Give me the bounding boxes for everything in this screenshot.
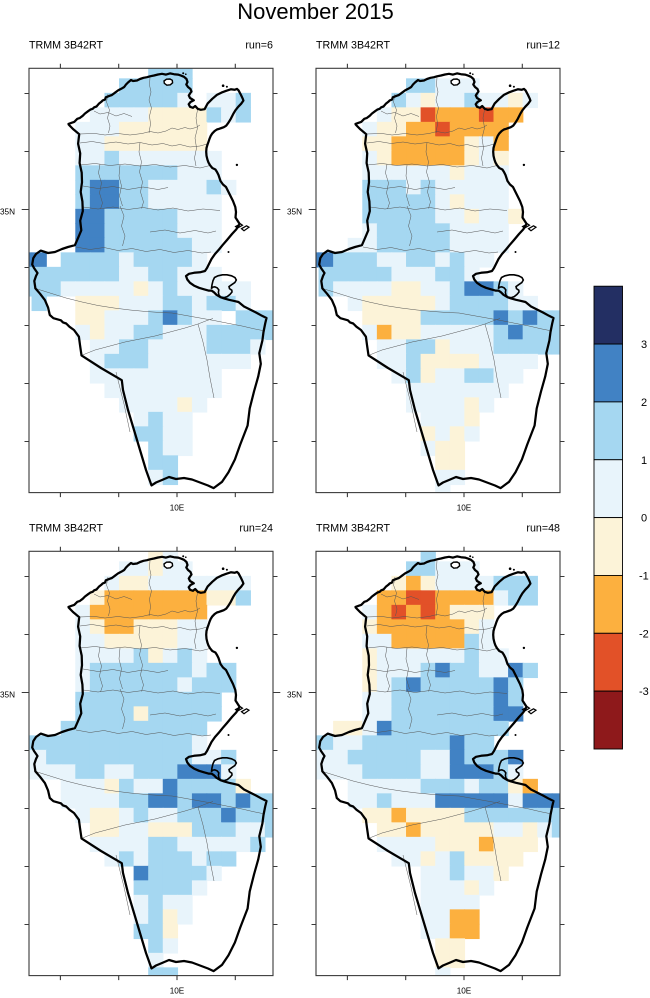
svg-text:-2: -2 [639,628,649,640]
svg-text:10E: 10E [170,987,185,996]
svg-text:3: 3 [641,339,647,351]
svg-text:10E: 10E [457,504,472,513]
svg-text:35N: 35N [287,207,302,216]
svg-text:-1: -1 [639,570,649,582]
svg-text:10E: 10E [170,504,185,513]
svg-text:TRMM 3B42RT: TRMM 3B42RT [29,522,104,534]
svg-text:1: 1 [641,455,647,467]
svg-text:TRMM 3B42RT: TRMM 3B42RT [316,39,391,51]
svg-text:-3: -3 [639,686,649,698]
svg-text:run=24: run=24 [239,522,273,534]
svg-text:TRMM 3B42RT: TRMM 3B42RT [316,522,391,534]
svg-text:run=48: run=48 [526,522,560,534]
svg-text:November 2015: November 2015 [237,0,394,24]
svg-text:35N: 35N [0,207,15,216]
svg-text:run=6: run=6 [245,39,273,51]
svg-text:0: 0 [641,513,647,525]
svg-text:2: 2 [641,397,647,409]
svg-text:35N: 35N [0,690,15,699]
svg-text:10E: 10E [457,987,472,996]
svg-text:TRMM 3B42RT: TRMM 3B42RT [29,39,104,51]
svg-text:35N: 35N [287,690,302,699]
svg-text:run=12: run=12 [526,39,560,51]
